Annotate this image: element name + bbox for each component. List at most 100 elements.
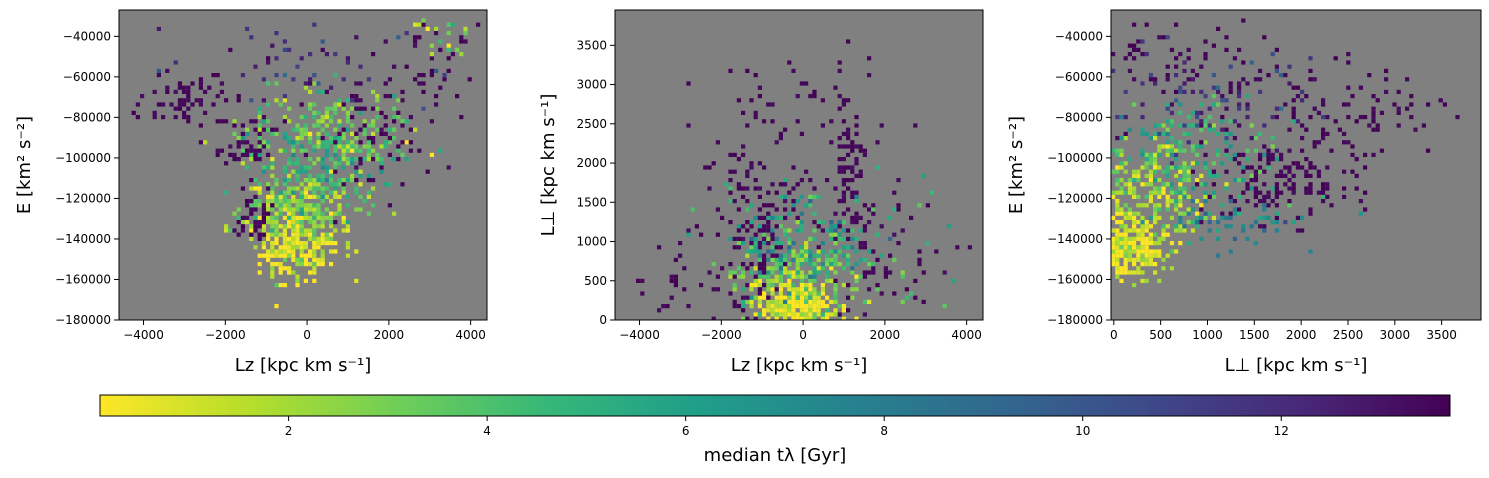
- heatmap-cell: [736, 182, 741, 187]
- heatmap-cell: [762, 295, 767, 300]
- heatmap-cell: [312, 178, 317, 183]
- heatmap-cell: [1140, 253, 1145, 258]
- heatmap-cell: [770, 304, 775, 309]
- heatmap-cell: [392, 115, 397, 120]
- heatmap-cell: [1140, 182, 1145, 187]
- heatmap-cell: [1442, 102, 1447, 107]
- heatmap-cell: [703, 165, 708, 170]
- heatmap-cell: [261, 115, 266, 120]
- heatmap-cell: [812, 274, 817, 279]
- heatmap-cell: [791, 304, 796, 309]
- heatmap-cell: [787, 228, 792, 233]
- heatmap-cell: [257, 224, 262, 229]
- heatmap-cell: [232, 228, 237, 233]
- heatmap-cell: [320, 194, 325, 199]
- heatmap-cell: [278, 253, 283, 258]
- heatmap-cell: [1283, 173, 1288, 178]
- heatmap-cell: [711, 316, 716, 320]
- heatmap-cell: [316, 241, 321, 246]
- heatmap-cell: [1321, 131, 1326, 136]
- heatmap-cell: [1207, 220, 1212, 225]
- heatmap-cell: [354, 165, 359, 170]
- heatmap-cell: [291, 199, 296, 204]
- heatmap-cell: [1426, 102, 1431, 107]
- heatmap-cell: [1199, 144, 1204, 149]
- heatmap-cell: [1119, 232, 1124, 237]
- heatmap-cell: [320, 236, 325, 241]
- heatmap-cell: [774, 241, 779, 246]
- heatmap-cell: [820, 287, 825, 292]
- heatmap-cell: [795, 270, 800, 275]
- heatmap-cell: [1174, 224, 1179, 229]
- heatmap-cell: [799, 262, 804, 267]
- heatmap-cell: [287, 236, 292, 241]
- heatmap-cell: [1165, 131, 1170, 136]
- heatmap-cell: [1249, 60, 1254, 65]
- heatmap-cell: [1182, 123, 1187, 128]
- heatmap-cell: [253, 199, 258, 204]
- heatmap-cells: [131, 18, 481, 309]
- heatmap-cell: [1148, 161, 1153, 166]
- heatmap-cell: [1140, 102, 1145, 107]
- heatmap-cell: [1274, 148, 1279, 153]
- heatmap-cell: [1132, 224, 1137, 229]
- heatmap-cell: [186, 115, 191, 120]
- heatmap-cell: [274, 232, 279, 237]
- heatmap-cell: [1169, 123, 1174, 128]
- heatmap-cell: [1123, 241, 1128, 246]
- heatmap-cell: [1279, 190, 1284, 195]
- heatmap-cell: [282, 245, 287, 250]
- heatmap-cell: [795, 287, 800, 292]
- heatmap-cell: [1144, 52, 1149, 57]
- heatmap-cell: [942, 304, 947, 309]
- heatmap-cell: [833, 295, 838, 300]
- heatmap-cell: [417, 81, 422, 86]
- heatmap-cell: [1354, 119, 1359, 124]
- heatmap-cell: [862, 270, 867, 275]
- heatmap-cell: [1144, 152, 1149, 157]
- heatmap-cell: [282, 98, 287, 103]
- heatmap-cell: [270, 262, 275, 267]
- heatmap-cell: [316, 89, 321, 94]
- heatmap-cell: [711, 262, 716, 267]
- heatmap-cell: [1127, 190, 1132, 195]
- heatmap-cell: [1363, 190, 1368, 195]
- heatmap-cell: [324, 131, 329, 136]
- heatmap-cell: [1258, 77, 1263, 82]
- heatmap-cell: [778, 266, 783, 271]
- heatmap-cell: [446, 47, 451, 52]
- heatmap-cell: [312, 123, 317, 128]
- heatmap-cell: [791, 207, 796, 212]
- heatmap-cell: [778, 308, 783, 313]
- heatmap-cell: [871, 207, 876, 212]
- heatmap-cell: [345, 194, 350, 199]
- heatmap-cell: [1245, 165, 1250, 170]
- heatmap-cell: [303, 215, 308, 220]
- heatmap-cell: [312, 215, 317, 220]
- heatmap-cell: [1211, 102, 1216, 107]
- heatmap-cell: [1119, 224, 1124, 229]
- heatmap-cell: [1258, 224, 1263, 229]
- heatmap-cell: [1207, 194, 1212, 199]
- heatmap-cell: [669, 295, 674, 300]
- heatmap-cell: [1283, 102, 1288, 107]
- heatmap-cell: [312, 236, 317, 241]
- heatmap-cell: [837, 94, 842, 99]
- heatmap-cell: [1224, 127, 1229, 132]
- heatmap-cell: [270, 43, 275, 48]
- heatmap-cell: [266, 81, 271, 86]
- heatmap-cell: [1165, 173, 1170, 178]
- y-tick-label: −60000: [63, 70, 111, 84]
- heatmap-cell: [1371, 106, 1376, 111]
- heatmap-cell: [1186, 115, 1191, 120]
- heatmap-cell: [732, 304, 737, 309]
- heatmap-cell: [308, 262, 313, 267]
- heatmap-cell: [854, 190, 859, 195]
- heatmap-cell: [841, 253, 846, 258]
- heatmap-cell: [295, 161, 300, 166]
- heatmap-cell: [762, 312, 767, 317]
- heatmap-cell: [295, 123, 300, 128]
- heatmap-cell: [1321, 136, 1326, 141]
- heatmap-cell: [253, 127, 258, 132]
- heatmap-cell: [770, 283, 775, 288]
